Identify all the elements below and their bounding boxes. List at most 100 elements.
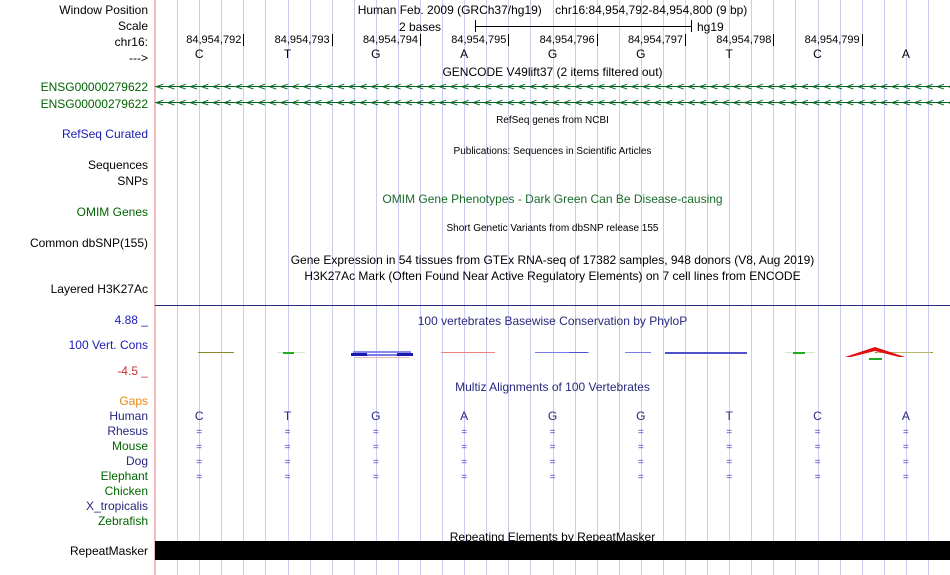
label-chromosome: chr16:: [114, 35, 148, 49]
ruler-position-label: 84,954,799: [804, 34, 860, 46]
alignment-match-mark: =: [549, 427, 556, 438]
gene-baseline-2: [155, 102, 950, 103]
assembly-title: Human Feb. 2009 (GRCh37/hg19): [357, 3, 542, 17]
center-title-publications: Publications: Sequences in Scientific Ar…: [453, 146, 652, 157]
gene-strand-arrows-2: <<<<<<<<<<<<<<<<<<<<<<<<<<<<<<<<<<<<<<<<…: [155, 98, 950, 107]
alignment-match-mark: =: [549, 442, 556, 453]
assembly-and-position: Human Feb. 2009 (GRCh37/hg19) chr16:84,9…: [155, 3, 950, 17]
center-title-refseq: RefSeq genes from NCBI: [496, 115, 609, 126]
label-species-chicken[interactable]: Chicken: [104, 484, 148, 498]
center-title-gencode: GENCODE V49lift37 (2 items filtered out): [442, 65, 663, 79]
gene-row-1[interactable]: <<<<<<<<<<<<<<<<<<<<<<<<<<<<<<<<<<<<<<<<…: [155, 82, 950, 91]
alignment-match-mark: =: [549, 472, 556, 483]
conservation-bar: [351, 353, 367, 356]
conservation-peak-red: [845, 347, 905, 357]
alignment-match-mark: =: [284, 457, 291, 468]
gene-row-2[interactable]: <<<<<<<<<<<<<<<<<<<<<<<<<<<<<<<<<<<<<<<<…: [155, 98, 950, 107]
conservation-bar: [353, 351, 411, 353]
alignment-base-human: A: [460, 409, 469, 423]
alignment-match-mark: =: [637, 472, 644, 483]
reference-base: G: [547, 47, 558, 61]
alignment-match-mark: =: [814, 427, 821, 438]
conservation-bar: [198, 352, 234, 353]
label-species-rhesus[interactable]: Rhesus: [107, 424, 148, 438]
scale-bar-line: [475, 26, 691, 27]
label-gencode-gene-1[interactable]: ENSG00000279622: [40, 80, 148, 94]
alignment-base-human: C: [194, 409, 204, 423]
reference-base: G: [371, 47, 381, 61]
conservation-bar: [441, 352, 495, 353]
alignment-match-mark: =: [814, 457, 821, 468]
label-gencode-gene-2[interactable]: ENSG00000279622: [40, 97, 148, 111]
alignment-match-mark: =: [549, 457, 556, 468]
center-title-omim: OMIM Gene Phenotypes - Dark Green Can Be…: [382, 192, 723, 206]
label-species-x-tropicalis[interactable]: X_tropicalis: [85, 499, 148, 513]
reference-base: A: [460, 47, 469, 61]
label-species-human[interactable]: Human: [109, 409, 148, 423]
alignment-base-human: T: [283, 409, 292, 423]
reference-base: A: [901, 47, 910, 61]
label-common-dbsnp[interactable]: Common dbSNP(155): [29, 236, 148, 250]
alignment-match-mark: =: [726, 442, 733, 453]
ruler-position-label: 84,954,798: [716, 34, 772, 46]
label-species-elephant[interactable]: Elephant: [100, 469, 148, 483]
scale-db-label: hg19: [697, 20, 724, 34]
conservation-bar: [355, 357, 409, 358]
label-species-mouse[interactable]: Mouse: [111, 439, 148, 453]
label-layered-h3k27ac[interactable]: Layered H3K27Ac: [50, 282, 148, 296]
conservation-bar: [625, 352, 651, 353]
track-data-column: Human Feb. 2009 (GRCh37/hg19) chr16:84,9…: [155, 0, 950, 575]
conservation-bar-green: [869, 358, 882, 360]
alignment-match-mark: =: [284, 472, 291, 483]
alignment-match-mark: =: [637, 427, 644, 438]
conservation-top-border: [155, 305, 950, 306]
label-repeatmasker[interactable]: RepeatMasker: [69, 544, 148, 558]
alignment-match-mark: =: [902, 472, 909, 483]
reference-base: T: [725, 47, 733, 61]
center-title-multiz: Multiz Alignments of 100 Vertebrates: [455, 380, 650, 394]
alignment-match-mark: =: [372, 427, 379, 438]
position-text: chr16:84,954,792-84,954,800 (9 bp): [555, 3, 748, 17]
ruler-tick: [597, 34, 598, 46]
label-100-vert-cons[interactable]: 100 Vert. Cons: [68, 338, 148, 352]
ruler-tick: [420, 34, 421, 46]
label-gaps[interactable]: Gaps: [119, 394, 148, 408]
label-window-position: Window Position: [59, 3, 148, 17]
label-species-zebrafish[interactable]: Zebrafish: [97, 514, 148, 528]
reference-base: C: [194, 47, 204, 61]
alignment-match-mark: =: [372, 457, 379, 468]
ruler-position-label: 84,954,796: [539, 34, 595, 46]
alignment-match-mark: =: [284, 442, 291, 453]
alignment-match-mark: =: [461, 442, 468, 453]
conservation-bar: [283, 352, 294, 354]
conservation-bar: [535, 352, 589, 353]
label-omim-genes[interactable]: OMIM Genes: [76, 205, 148, 219]
ruler-position-label: 84,954,794: [362, 34, 418, 46]
ruler-position-label: 84,954,795: [451, 34, 507, 46]
alignment-match-mark: =: [902, 427, 909, 438]
ruler-position-label: 84,954,792: [186, 34, 242, 46]
center-title-gtex: Gene Expression in 54 tissues from GTEx …: [290, 253, 815, 267]
label-snps[interactable]: SNPs: [117, 174, 148, 188]
alignment-match-mark: =: [637, 442, 644, 453]
ruler-tick: [332, 34, 333, 46]
label-refseq-curated[interactable]: RefSeq Curated: [61, 127, 148, 141]
ruler-position-label: 84,954,797: [627, 34, 683, 46]
conservation-bar: [877, 352, 931, 353]
alignment-base-human: G: [371, 409, 381, 423]
repeatmasker-feature-bar[interactable]: [155, 541, 950, 560]
scale-tick-left: [475, 20, 476, 32]
alignment-match-mark: =: [284, 427, 291, 438]
alignment-base-human: A: [901, 409, 910, 423]
ruler-tick: [773, 34, 774, 46]
center-title-conservation: 100 vertebrates Basewise Conservation by…: [417, 314, 688, 328]
scale-bar-text: 2 bases: [399, 20, 442, 34]
alignment-match-mark: =: [814, 472, 821, 483]
reference-base: C: [813, 47, 822, 61]
label-species-dog[interactable]: Dog: [125, 454, 148, 468]
reference-base: T: [283, 47, 292, 61]
label-sequences[interactable]: Sequences: [87, 158, 148, 172]
conservation-bar: [397, 353, 413, 356]
